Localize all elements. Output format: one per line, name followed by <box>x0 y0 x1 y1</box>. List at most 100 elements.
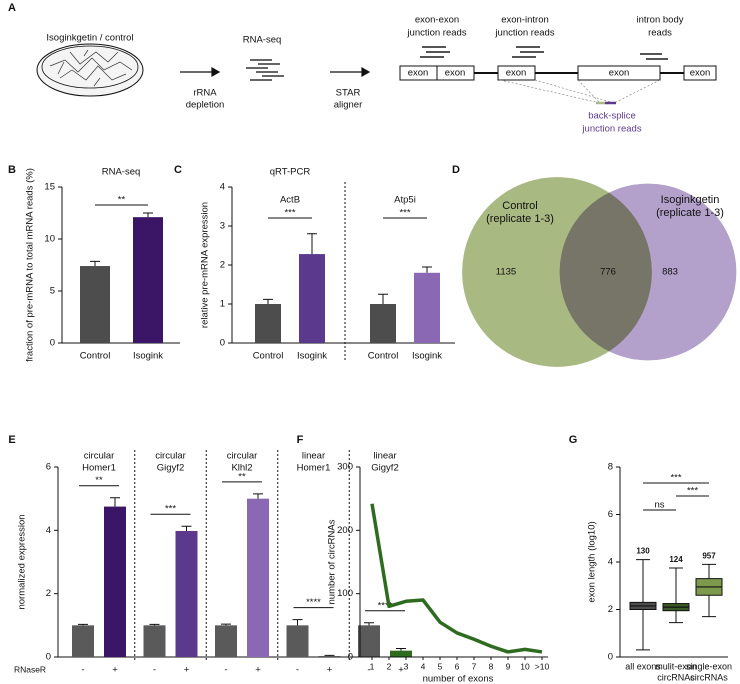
x-tick-label: 10 <box>520 661 530 671</box>
bar <box>318 656 341 657</box>
group-label: Atp5i <box>394 195 416 206</box>
y-tick-label: 8 <box>608 462 613 473</box>
y-axis-label: fraction of pre-mRNA to total mRNA reads… <box>25 168 36 362</box>
set-label: (replicate 1-3) <box>656 207 724 219</box>
x-tick-label: Control <box>368 351 399 362</box>
group-label: Klhl2 <box>231 463 252 474</box>
significance-label: *** <box>670 473 681 484</box>
error-bar <box>422 266 432 273</box>
bar <box>414 272 440 343</box>
y-tick-label: 300 <box>337 462 353 473</box>
y-tick-label: 4 <box>220 182 225 193</box>
x-tick-label: 7 <box>472 661 477 671</box>
y-axis-label: exon length (log10) <box>587 521 598 602</box>
error-bar <box>143 212 153 218</box>
y-tick-label: 1 <box>220 299 225 310</box>
error-bar <box>324 654 335 657</box>
y-axis-label: number of circRNAs <box>327 519 338 604</box>
y-tick-label: 6 <box>608 509 613 520</box>
count-label: 124 <box>669 555 683 564</box>
exon-label: exon <box>408 68 429 79</box>
y-tick-label: 2 <box>608 604 613 615</box>
bar <box>390 650 412 657</box>
chart-title: qRT-PCR <box>270 167 311 178</box>
rna-reads <box>246 59 284 81</box>
read-type-label: junction reads <box>406 28 466 39</box>
x-tick-label: - <box>367 665 370 676</box>
panel-letter: A <box>8 2 16 14</box>
x-tick-label: + <box>255 665 261 676</box>
whisker <box>669 567 683 624</box>
x-tick-label: + <box>112 665 118 676</box>
x-tick-label: 9 <box>506 661 511 671</box>
x-tick-label: all exons <box>625 661 661 671</box>
x-tick-label: single-exon <box>686 661 732 671</box>
group-label: circular <box>84 451 115 462</box>
read-type-label: exon-intron <box>501 15 549 26</box>
y-axis-label: normalized expression <box>17 514 28 609</box>
exon-label: exon <box>690 68 711 79</box>
significance-label: *** <box>399 208 410 219</box>
set-label: Isoginkgetin <box>661 194 720 206</box>
x-tick-label: >10 <box>535 661 550 671</box>
x-axis-label: number of exons <box>423 674 494 684</box>
bar <box>370 304 396 343</box>
x-tick-label: - <box>224 665 227 676</box>
count-label: 957 <box>702 551 716 560</box>
group-label: Homer1 <box>82 463 116 474</box>
significance-label: *** <box>284 208 295 219</box>
backsplice-label: junction reads <box>581 124 641 135</box>
x-tick-label: 8 <box>489 661 494 671</box>
error-bar <box>263 298 273 304</box>
step-label: rRNA <box>193 88 217 99</box>
error-bar <box>221 623 231 626</box>
bar <box>358 625 380 657</box>
x-tick-label: 5 <box>438 661 443 671</box>
chart-title: RNA-seq <box>102 167 141 178</box>
x-tick-label: - <box>81 665 84 676</box>
x-tick-label: 2 <box>387 661 392 671</box>
y-axis-label: relative pre-mRNA expression <box>200 202 211 328</box>
error-bar <box>396 647 406 651</box>
group-label: Gigyf2 <box>157 463 184 474</box>
panel-letter: G <box>569 434 578 446</box>
step-label: aligner <box>334 100 363 111</box>
significance-label: ** <box>238 471 246 482</box>
y-tick-label: 4 <box>46 525 51 536</box>
y-tick-label: 15 <box>44 182 55 193</box>
y-tick-label: 2 <box>46 588 51 599</box>
y-tick-label: 200 <box>337 525 353 536</box>
significance-label: *** <box>687 486 698 497</box>
gene-structure <box>399 46 717 105</box>
bar <box>255 304 281 343</box>
panel-letter: C <box>174 164 182 176</box>
y-tick-label: 3 <box>220 221 225 232</box>
y-tick-label: 10 <box>44 234 55 245</box>
significance-label: ** <box>118 195 126 206</box>
bar <box>143 625 166 657</box>
bar <box>286 625 309 657</box>
y-tick-label: 0 <box>608 652 613 663</box>
group-label: Homer1 <box>297 463 331 474</box>
x-tick-label: - <box>296 665 299 676</box>
venn-count: 883 <box>662 267 678 278</box>
group-label: circular <box>227 451 258 462</box>
set-label: (replicate 1-3) <box>486 213 554 225</box>
error-bar <box>364 622 374 626</box>
y-tick-label: 6 <box>46 462 51 473</box>
bar <box>104 506 126 657</box>
error-bar <box>110 497 120 507</box>
petri-dish <box>36 43 144 97</box>
bar <box>175 530 198 657</box>
bar <box>133 217 163 343</box>
read-type-label: exon-exon <box>415 15 459 26</box>
x-tick-label: Isogink <box>133 351 163 362</box>
y-tick-label: 5 <box>50 286 55 297</box>
x-tick-label: Isogink <box>297 351 327 362</box>
y-tick-label: 4 <box>608 557 613 568</box>
step-label: STAR <box>336 88 361 99</box>
exon-label: exon <box>609 68 630 79</box>
venn-set <box>559 183 737 361</box>
